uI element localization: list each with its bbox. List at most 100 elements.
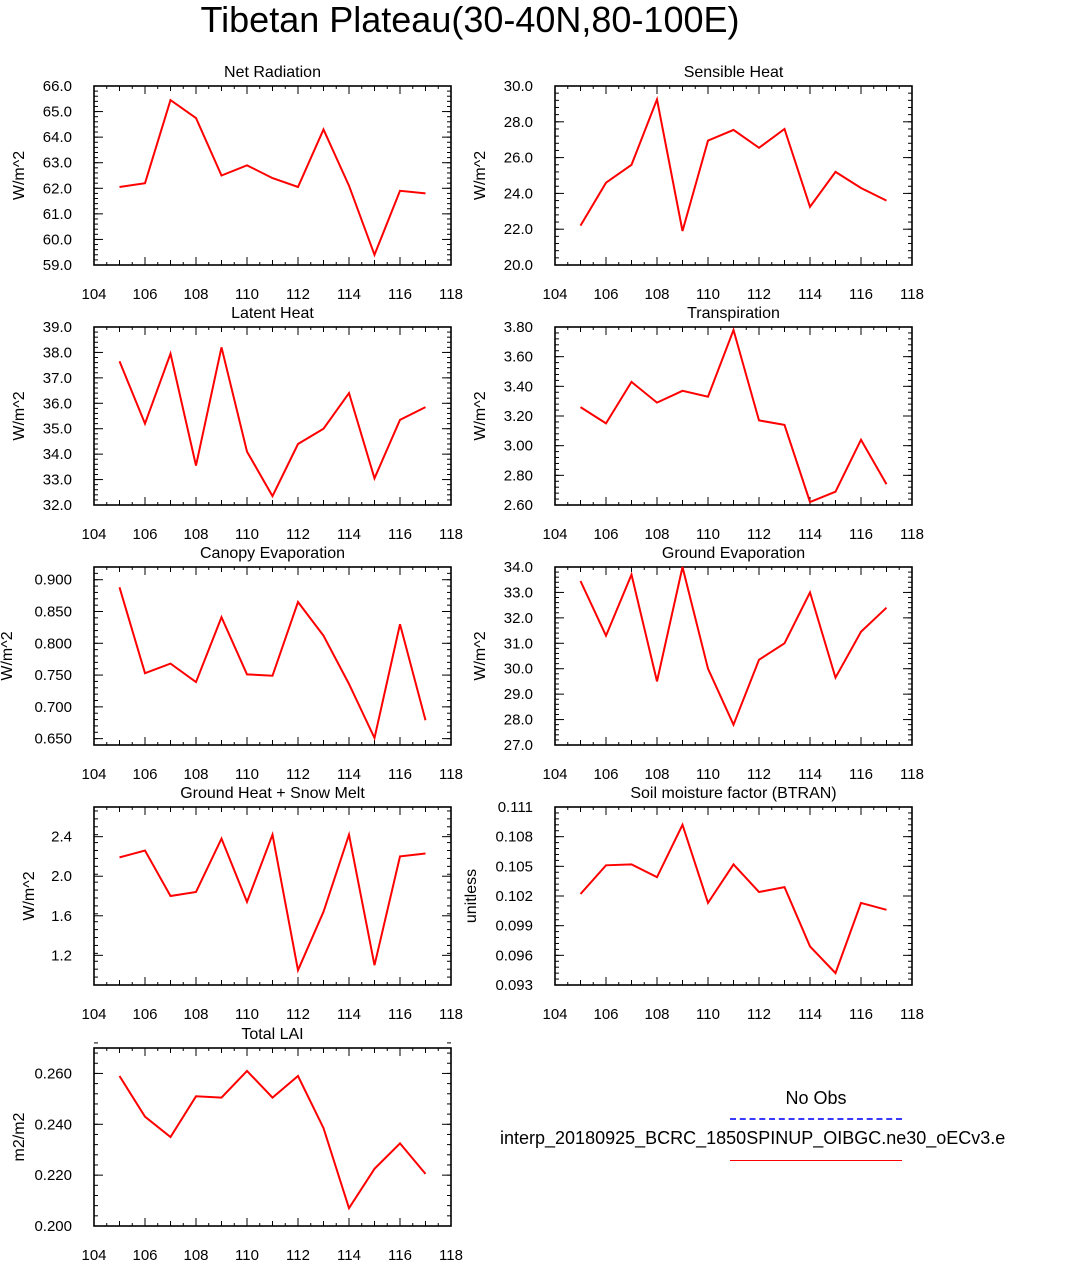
x-tick-label: 116 — [388, 286, 412, 303]
x-tick-label: 108 — [183, 1247, 208, 1261]
y-axis-label: unitless — [463, 869, 480, 923]
x-tick-label: 104 — [81, 286, 106, 303]
y-tick-label: 0.800 — [34, 635, 72, 652]
x-tick-label: 112 — [747, 766, 771, 783]
chart-title: Transpiration — [687, 305, 780, 322]
x-tick-label: 114 — [798, 286, 822, 303]
x-tick-label: 112 — [286, 1247, 310, 1261]
y-tick-label: 66.0 — [43, 78, 72, 95]
y-axis-label: W/m^2 — [472, 391, 489, 440]
x-tick-label: 116 — [849, 766, 873, 783]
y-tick-label: 28.0 — [504, 712, 533, 729]
chart-title: Ground Heat + Snow Melt — [180, 785, 365, 802]
x-tick-label: 106 — [593, 1006, 618, 1023]
x-tick-label: 108 — [644, 766, 669, 783]
x-tick-label: 106 — [593, 286, 618, 303]
x-tick-label: 112 — [286, 1006, 310, 1023]
y-tick-label: 3.40 — [504, 378, 533, 395]
x-tick-label: 106 — [593, 526, 618, 543]
y-tick-label: 30.0 — [504, 78, 533, 95]
chart-title: Net Radiation — [224, 64, 321, 81]
y-tick-label: 1.2 — [51, 947, 72, 964]
x-tick-label: 114 — [337, 1006, 361, 1023]
y-tick-label: 28.0 — [504, 114, 533, 131]
y-tick-label: 0.850 — [34, 604, 72, 621]
x-tick-label: 110 — [235, 526, 259, 543]
y-axis-label: W/m^2 — [21, 871, 38, 920]
x-tick-label: 116 — [849, 526, 873, 543]
y-tick-label: 3.80 — [504, 319, 533, 336]
y-tick-label: 63.0 — [43, 155, 72, 172]
y-tick-label: 2.0 — [51, 868, 72, 885]
x-tick-label: 114 — [798, 526, 822, 543]
y-tick-label: 0.111 — [498, 799, 533, 816]
y-tick-label: 62.0 — [43, 180, 72, 197]
chart-panel: Total LAI m2/m2 104 106 108 110 112 114 116 118 0.… — [11, 1026, 463, 1261]
y-tick-label: 29.0 — [504, 686, 533, 703]
y-tick-label: 3.20 — [504, 408, 533, 425]
x-tick-label: 112 — [286, 526, 310, 543]
x-tick-label: 110 — [235, 286, 259, 303]
y-tick-label: 0.240 — [34, 1116, 72, 1133]
y-tick-label: 32.0 — [43, 497, 72, 514]
x-tick-label: 108 — [644, 286, 669, 303]
x-tick-label: 110 — [696, 286, 720, 303]
y-tick-label: 20.0 — [504, 257, 533, 274]
chart-panel: Ground Evaporation W/m^2 104 106 108 110 112 11… — [472, 545, 924, 783]
x-tick-label: 106 — [132, 766, 157, 783]
y-tick-label: 0.096 — [495, 947, 533, 964]
y-tick-label: 33.0 — [43, 472, 72, 489]
y-tick-label: 38.0 — [43, 344, 72, 361]
y-tick-label: 37.0 — [43, 370, 72, 387]
x-tick-label: 116 — [388, 1006, 412, 1023]
x-tick-label: 108 — [183, 286, 208, 303]
y-tick-label: 2.80 — [504, 467, 533, 484]
x-tick-label: 118 — [439, 766, 463, 783]
x-tick-label: 114 — [337, 286, 361, 303]
chart-panel: Sensible Heat W/m^2 104 106 108 110 112 114 116 1… — [472, 64, 924, 303]
series-line — [579, 326, 888, 504]
y-axis-label: W/m^2 — [0, 631, 16, 680]
x-tick-label: 106 — [132, 286, 157, 303]
series-line — [118, 587, 427, 742]
y-tick-label: 30.0 — [504, 661, 533, 678]
series-line — [579, 822, 887, 975]
x-tick-label: 110 — [696, 526, 720, 543]
x-tick-label: 118 — [439, 1006, 463, 1023]
y-tick-label: 39.0 — [43, 319, 72, 336]
x-tick-label: 104 — [81, 526, 106, 543]
x-tick-label: 112 — [747, 1006, 771, 1023]
x-tick-label: 110 — [696, 766, 720, 783]
y-tick-label: 0.105 — [495, 858, 533, 875]
x-tick-label: 104 — [81, 766, 106, 783]
y-axis-label: W/m^2 — [11, 151, 28, 200]
series-line — [118, 1069, 427, 1211]
plot-frame — [93, 1047, 452, 1227]
x-tick-label: 114 — [337, 766, 361, 783]
x-tick-label: 106 — [593, 766, 618, 783]
y-tick-label: 0.108 — [495, 829, 533, 846]
y-tick-label: 64.0 — [43, 129, 72, 146]
y-axis-label: m2/m2 — [11, 1112, 28, 1161]
legend-obs-line — [730, 1118, 902, 1120]
x-tick-label: 110 — [235, 1006, 259, 1023]
y-tick-label: 32.0 — [504, 610, 533, 627]
chart-panel: Net Radiation W/m^2 104 106 108 110 112 114 116 1… — [11, 64, 463, 303]
y-tick-label: 60.0 — [43, 231, 72, 248]
x-tick-label: 108 — [183, 1006, 208, 1023]
y-tick-label: 0.650 — [34, 731, 72, 748]
y-tick-label: 65.0 — [43, 104, 72, 121]
x-tick-label: 104 — [542, 286, 567, 303]
y-tick-label: 0.220 — [34, 1167, 72, 1184]
x-tick-label: 118 — [900, 526, 924, 543]
y-tick-label: 3.00 — [504, 438, 533, 455]
x-tick-label: 104 — [81, 1247, 106, 1261]
chart-title: Soil moisture factor (BTRAN) — [630, 785, 836, 802]
y-tick-label: 36.0 — [43, 395, 72, 412]
y-tick-label: 0.093 — [495, 977, 533, 994]
plot-frame — [554, 566, 913, 746]
y-tick-label: 34.0 — [43, 446, 72, 463]
x-tick-label: 118 — [439, 1247, 463, 1261]
x-tick-label: 108 — [644, 526, 669, 543]
